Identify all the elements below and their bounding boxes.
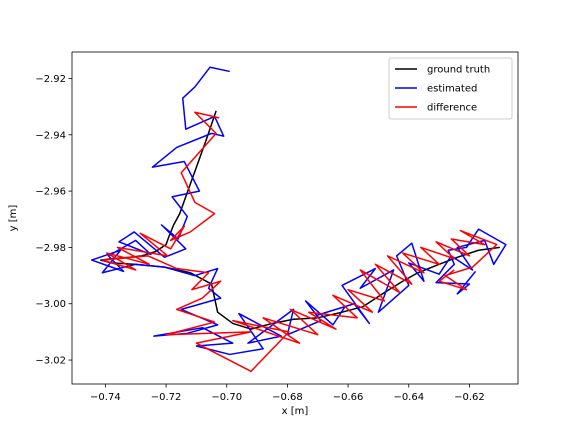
- x-tick-label: −0.68: [272, 392, 303, 403]
- legend: ground truth estimated difference: [388, 57, 513, 120]
- y-axis-label: y [m]: [8, 205, 19, 232]
- y-tick-label: −3.02: [35, 356, 66, 367]
- axes: −0.74 −0.72 −0.70 −0.68 −0.66 −0.64 −0.62 −2.92…: [8, 51, 519, 417]
- x-tick-label: −0.64: [393, 392, 424, 403]
- series-line-difference: [101, 111, 498, 373]
- legend-label-difference: difference: [427, 103, 477, 114]
- series-line-ground-truth: [100, 110, 500, 330]
- x-tick-label: −0.62: [454, 392, 485, 403]
- plot-area: [90, 66, 507, 373]
- y-tick-label: −2.98: [35, 243, 66, 254]
- series-line-estimated: [90, 66, 507, 356]
- y-tick-label: −2.96: [35, 187, 66, 198]
- y-tick-label: −2.94: [35, 130, 66, 141]
- legend-label-ground-truth: ground truth: [427, 65, 490, 76]
- x-tick-label: −0.74: [90, 392, 121, 403]
- y-tick-label: −3.00: [35, 299, 66, 310]
- x-axis-label: x [m]: [282, 406, 309, 417]
- legend-label-estimated: estimated: [427, 84, 477, 95]
- x-tick-label: −0.66: [333, 392, 364, 403]
- legend-box: [388, 57, 513, 120]
- x-tick-label: −0.70: [211, 392, 242, 403]
- x-tick-label: −0.72: [151, 392, 182, 403]
- axes-frame: [71, 51, 519, 385]
- y-tick-label: −2.92: [35, 74, 66, 85]
